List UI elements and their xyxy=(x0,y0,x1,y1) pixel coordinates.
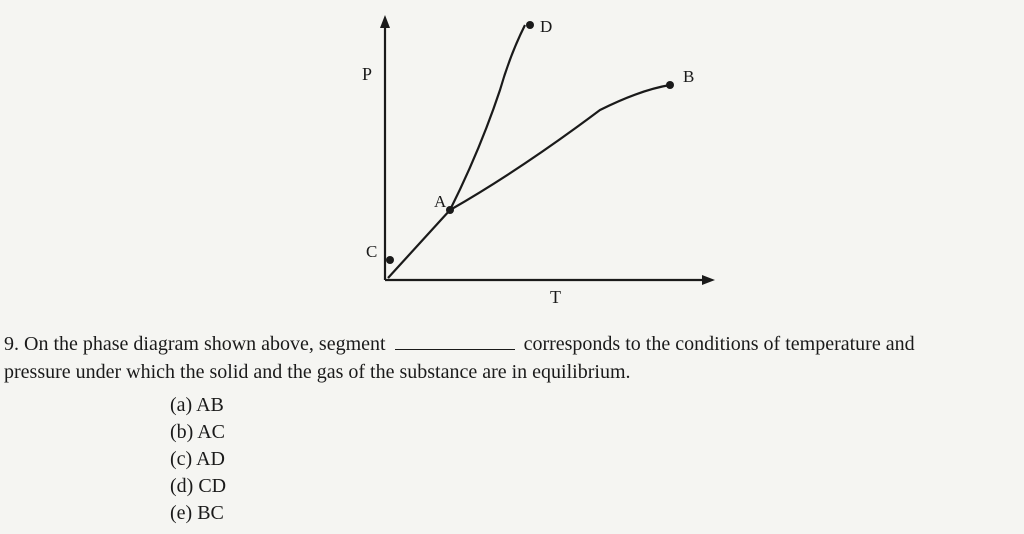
point-b-label: B xyxy=(683,67,694,86)
segment-ca xyxy=(388,210,450,278)
point-c xyxy=(386,256,394,264)
curve-ad xyxy=(450,25,525,210)
choice-e: (e) BC xyxy=(170,500,226,527)
question-number: 9. xyxy=(4,333,19,355)
point-c-label: C xyxy=(366,242,377,261)
question-before-blank: On the phase diagram shown above, segmen… xyxy=(24,333,386,355)
point-a xyxy=(446,206,454,214)
point-a-label: A xyxy=(434,192,447,211)
question-after-blank: corresponds to the conditions of tempera… xyxy=(524,333,915,355)
phase-diagram: P T A B C D xyxy=(340,10,740,310)
blank-line xyxy=(395,330,515,350)
y-axis-arrow xyxy=(380,15,390,28)
point-d xyxy=(526,21,534,29)
choice-a: (a) AB xyxy=(170,392,226,419)
point-d-label: D xyxy=(540,17,552,36)
point-b xyxy=(666,81,674,89)
choice-c: (c) AD xyxy=(170,446,226,473)
question-text: 9. On the phase diagram shown above, seg… xyxy=(4,330,1020,386)
answer-choices: (a) AB (b) AC (c) AD (d) CD (e) BC xyxy=(170,392,226,527)
choice-b: (b) AC xyxy=(170,419,226,446)
curve-ab xyxy=(450,85,670,210)
x-axis-arrow xyxy=(702,275,715,285)
y-axis-label: P xyxy=(362,64,372,84)
x-axis-label: T xyxy=(550,287,561,307)
choice-d: (d) CD xyxy=(170,473,226,500)
question-line2: pressure under which the solid and the g… xyxy=(4,361,631,383)
